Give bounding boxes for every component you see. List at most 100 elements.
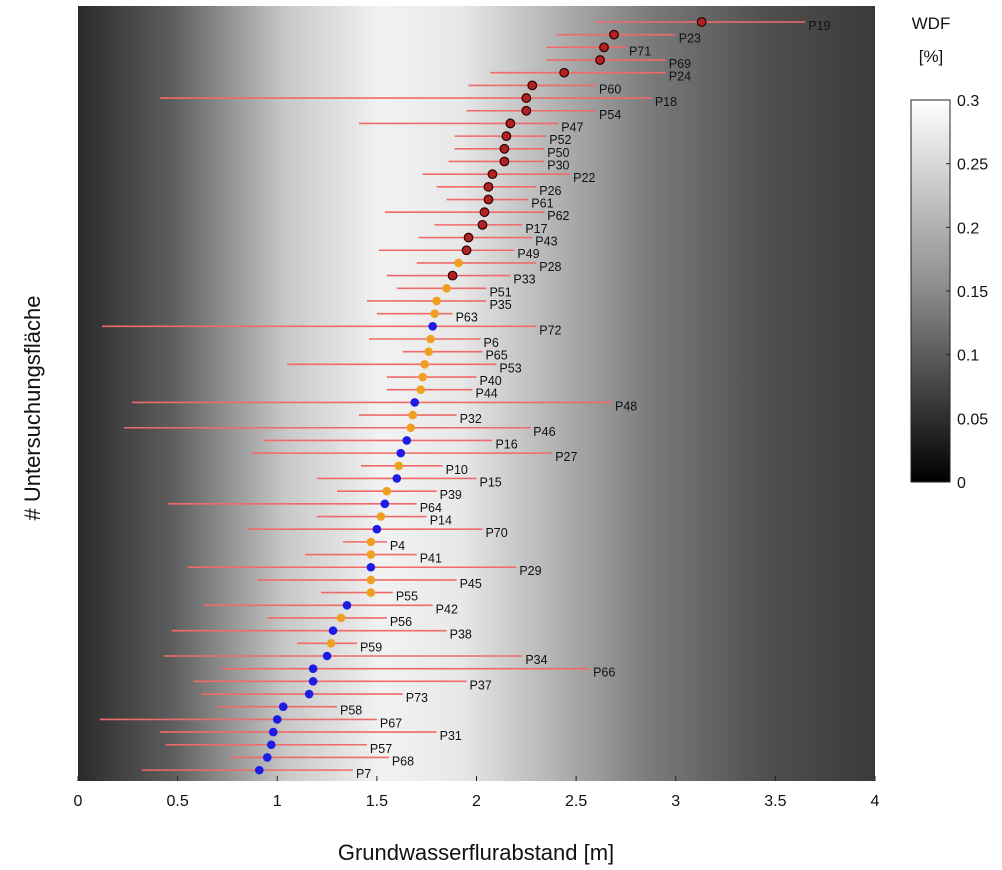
- point-label: P24: [669, 70, 691, 84]
- data-points: [255, 17, 707, 775]
- point-label: P18: [655, 95, 677, 109]
- colorbar-tick-label: 0.3: [957, 93, 979, 110]
- data-point: [609, 29, 619, 40]
- data-point: [262, 753, 272, 762]
- data-point: [426, 334, 435, 344]
- point-label: P71: [629, 44, 651, 58]
- data-point: [463, 232, 474, 243]
- data-point: [372, 524, 382, 534]
- point-label: P15: [480, 475, 502, 489]
- point-label: P72: [539, 323, 561, 337]
- point-label: P58: [340, 704, 362, 718]
- point-label: P17: [525, 222, 547, 236]
- data-point: [447, 270, 458, 281]
- data-point: [376, 512, 386, 521]
- data-point: [308, 664, 318, 673]
- point-label: P47: [561, 120, 583, 134]
- point-label: P70: [485, 526, 507, 540]
- colorbar-tick-label: 0.15: [957, 284, 988, 301]
- point-label: P35: [489, 298, 511, 312]
- data-point: [505, 118, 516, 129]
- data-point: [432, 296, 441, 306]
- point-label: P41: [420, 552, 442, 566]
- point-label: P30: [547, 158, 569, 172]
- data-point: [366, 550, 376, 559]
- data-point: [442, 283, 451, 293]
- data-point: [322, 651, 332, 661]
- x-tick-label: 2.5: [565, 793, 587, 810]
- colorbar-tick-label: 0.1: [957, 348, 979, 365]
- point-label: P49: [517, 247, 539, 261]
- point-label: P66: [593, 666, 615, 680]
- point-label: P7: [356, 767, 371, 781]
- colorbar-gradient: [910, 99, 951, 483]
- data-point: [382, 486, 392, 496]
- point-label: P65: [485, 349, 507, 363]
- data-point: [410, 398, 420, 407]
- data-point: [336, 613, 346, 623]
- point-label: P44: [476, 387, 498, 401]
- point-label: P42: [436, 602, 458, 616]
- point-label: P64: [420, 501, 442, 515]
- plot-background: [78, 6, 875, 781]
- point-label: P37: [470, 678, 492, 692]
- data-point: [424, 347, 433, 356]
- y-axis-title: # Untersuchungsfläche: [20, 295, 45, 520]
- data-point: [521, 93, 532, 103]
- data-point: [342, 600, 352, 610]
- data-point: [366, 575, 376, 585]
- x-axis-title: Grundwasserflurabstand [m]: [338, 840, 614, 865]
- data-point: [402, 436, 412, 445]
- point-label: P48: [615, 399, 637, 413]
- data-point: [499, 156, 510, 167]
- x-tick-label: 1.5: [366, 793, 388, 810]
- data-point: [416, 385, 426, 395]
- point-label: P29: [519, 564, 541, 578]
- point-label: P22: [573, 171, 595, 185]
- colorbar-tick-label: 0.2: [957, 220, 979, 237]
- x-tick-label: 3: [671, 793, 680, 810]
- data-point: [696, 17, 707, 27]
- data-point: [527, 80, 538, 91]
- colorbar-unit: [%]: [919, 47, 944, 66]
- data-point: [394, 461, 404, 471]
- x-tick-label: 1: [273, 793, 282, 810]
- point-label: P40: [480, 374, 502, 388]
- point-label: P53: [499, 361, 521, 375]
- point-label: P55: [396, 590, 418, 604]
- x-tick-label: 3.5: [764, 793, 786, 810]
- x-tick-label: 4: [871, 793, 880, 810]
- point-label: P57: [370, 742, 392, 756]
- colorbar-title: WDF: [912, 14, 951, 33]
- point-label: P31: [440, 729, 462, 743]
- data-point: [366, 588, 376, 597]
- point-label: P6: [483, 336, 498, 350]
- point-label: P59: [360, 640, 382, 654]
- point-label: P23: [679, 32, 701, 46]
- range-lines: [99, 21, 806, 771]
- data-point: [454, 258, 463, 268]
- data-point: [366, 562, 376, 572]
- point-label: P16: [495, 437, 517, 451]
- data-point: [272, 715, 282, 724]
- data-point: [326, 639, 336, 648]
- data-point: [308, 677, 318, 686]
- data-point: [477, 219, 488, 230]
- colorbar: WDF [%] 0.3 0.25 0.2 0.15 0.1 0.05 0: [910, 14, 988, 492]
- x-tick-label: 0.5: [167, 793, 189, 810]
- point-label: P43: [535, 235, 557, 249]
- point-label: P51: [489, 285, 511, 299]
- data-point: [380, 499, 390, 509]
- colorbar-tick-label: 0: [957, 475, 966, 492]
- point-label: P69: [669, 57, 691, 71]
- point-label: P10: [446, 463, 468, 477]
- data-point: [304, 689, 314, 699]
- data-point: [396, 448, 406, 458]
- x-tick-label: 2: [472, 793, 481, 810]
- point-label: P27: [555, 450, 577, 464]
- point-label: P68: [392, 754, 414, 768]
- data-point: [406, 423, 416, 433]
- data-point: [479, 207, 490, 218]
